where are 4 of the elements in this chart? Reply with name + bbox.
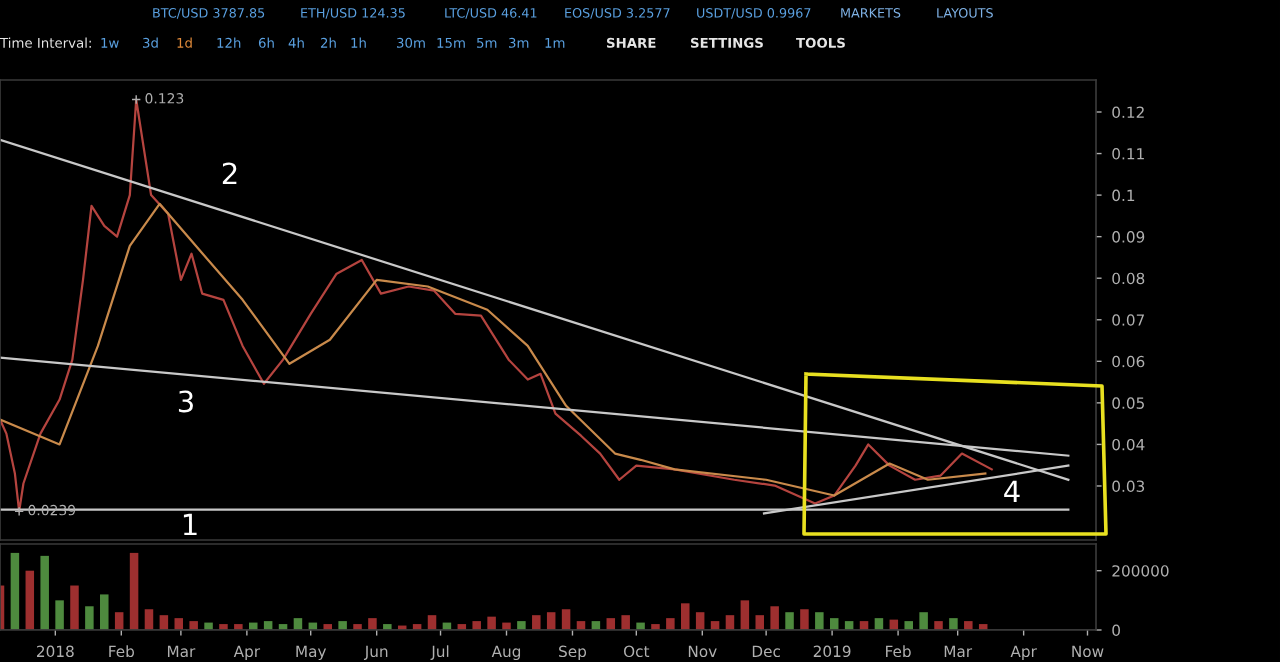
annotation: 2 [222, 162, 237, 185]
annotation: 3 [178, 390, 193, 413]
annotation: 1 [183, 513, 197, 536]
annotation: 4 [1004, 480, 1020, 503]
